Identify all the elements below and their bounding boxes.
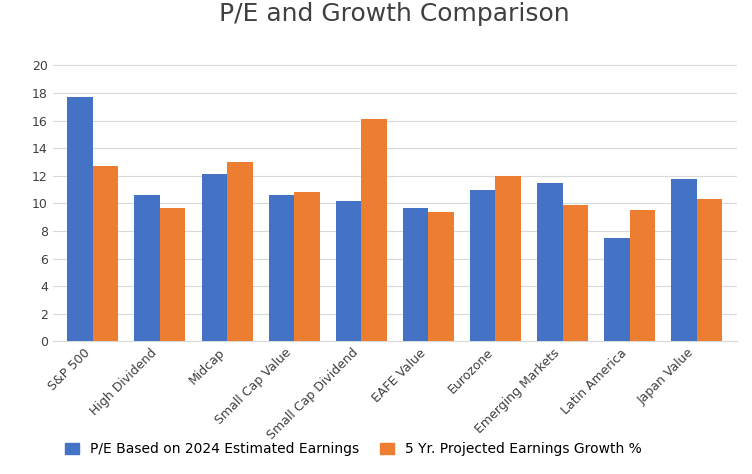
Bar [294,192,320,341]
Legend: P/E Based on 2024 Estimated Earnings, 5 Yr. Projected Earnings Growth %: P/E Based on 2024 Estimated Earnings, 5 … [59,437,647,462]
Bar [268,195,294,341]
Bar [202,174,227,341]
Bar [672,179,696,341]
Bar [562,205,588,341]
Bar [361,119,387,341]
Bar [496,176,521,341]
Bar [604,238,629,341]
Bar [335,201,361,341]
Bar [227,162,253,341]
Bar [629,210,655,341]
Bar [93,166,118,341]
Bar [403,208,429,341]
Bar [429,212,454,341]
Title: P/E and Growth Comparison: P/E and Growth Comparison [220,2,570,26]
Bar [135,195,160,341]
Bar [68,97,93,341]
Bar [537,182,562,341]
Bar [696,199,722,341]
Bar [470,190,496,341]
Bar [160,208,186,341]
